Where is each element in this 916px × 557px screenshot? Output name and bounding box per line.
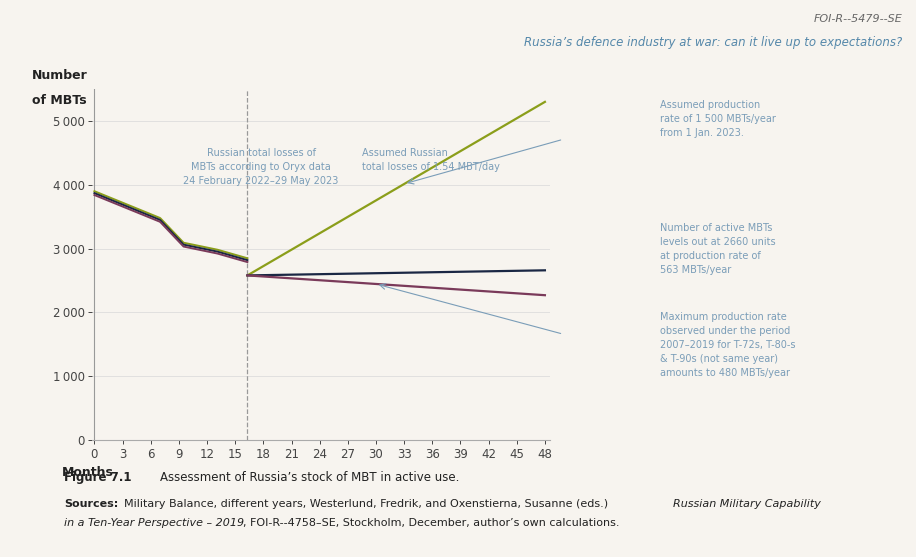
Text: Assumed Russian
total losses of 1.54 MBT/day: Assumed Russian total losses of 1.54 MBT… [362,148,500,172]
Text: Russian Military Capability: Russian Military Capability [673,499,821,509]
Text: of MBTs: of MBTs [32,94,87,107]
Text: Sources:: Sources: [64,499,118,509]
Text: Assumed production
rate of 1 500 MBTs/year
from 1 Jan. 2023.: Assumed production rate of 1 500 MBTs/ye… [660,100,776,138]
Text: in a Ten-Year Perspective – 2019: in a Ten-Year Perspective – 2019 [64,518,245,528]
Text: Number of active MBTs
levels out at 2660 units
at production rate of
563 MBTs/ye: Number of active MBTs levels out at 2660… [660,223,775,275]
Text: Maximum production rate
observed under the period
2007–2019 for T-72s, T-80-s
& : Maximum production rate observed under t… [660,312,795,378]
Text: Russian total losses of
MBTs according to Oryx data
24 February 2022–29 May 2023: Russian total losses of MBTs according t… [183,148,339,185]
Text: Assessment of Russia’s stock of MBT in active use.: Assessment of Russia’s stock of MBT in a… [160,471,460,483]
Text: Months: Months [62,466,114,480]
Text: FOI-R--5479--SE: FOI-R--5479--SE [813,14,902,24]
Text: Russia’s defence industry at war: can it live up to expectations?: Russia’s defence industry at war: can it… [524,36,902,49]
Text: , FOI-R--4758–SE, Stockholm, December, author’s own calculations.: , FOI-R--4758–SE, Stockholm, December, a… [243,518,619,528]
Text: Figure 7.1: Figure 7.1 [64,471,132,483]
Text: Military Balance, different years, Westerlund, Fredrik, and Oxenstierna, Susanne: Military Balance, different years, Weste… [124,499,611,509]
Text: Number: Number [32,69,88,82]
